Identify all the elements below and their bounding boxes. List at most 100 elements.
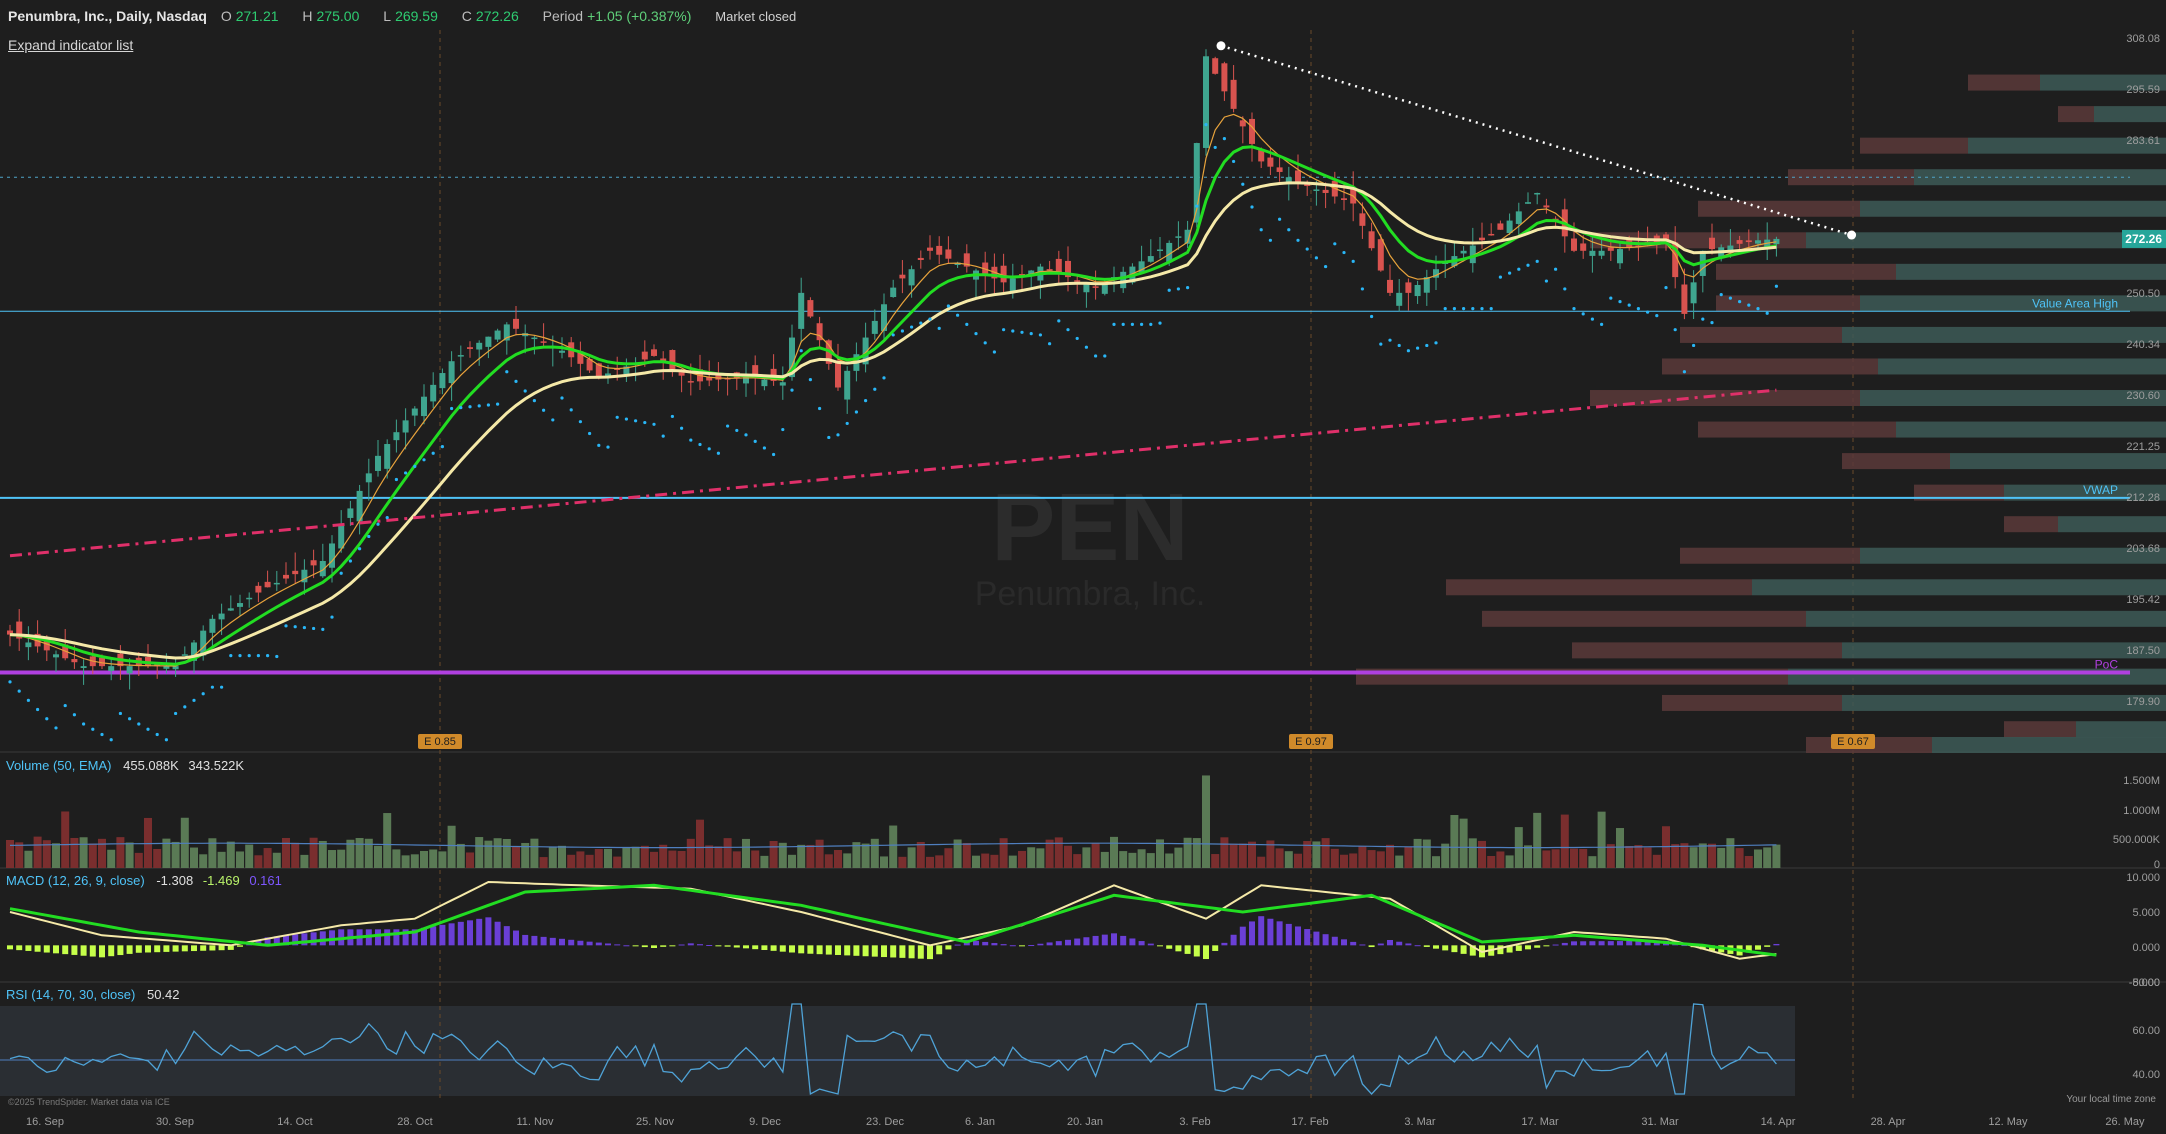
candle-body	[881, 304, 887, 331]
macd-panel-label: MACD (12, 26, 9, close) -1.308 -1.469 0.…	[6, 873, 282, 888]
volume-profile-buy-bar	[2004, 484, 2166, 501]
psar-dot	[1756, 307, 1760, 311]
volume-bar	[374, 845, 382, 868]
macd-histogram-bar	[1368, 945, 1375, 948]
expand-indicator-list-link[interactable]: Expand indicator list	[8, 37, 134, 53]
psar-dot	[689, 438, 693, 442]
psar-dot	[404, 471, 408, 475]
candle-body	[743, 376, 749, 384]
psar-dot	[468, 405, 472, 409]
macd-line	[9, 880, 1777, 960]
x-axis-tick: 28. Oct	[397, 1116, 432, 1128]
volume-indicator-name[interactable]: Volume (50, EMA)	[6, 758, 112, 773]
macd-histogram-bar	[660, 945, 667, 947]
macd-histogram-bar	[632, 945, 639, 947]
volume-bar	[1588, 856, 1597, 868]
macd-histogram-bar	[1000, 944, 1007, 946]
candle-body	[577, 351, 584, 364]
psar-dot	[229, 654, 233, 658]
candle-body	[421, 396, 427, 417]
volume-bar	[530, 838, 539, 868]
macd-histogram-bar	[1773, 943, 1780, 946]
macd-histogram-bar	[1322, 934, 1329, 946]
price-axis-tick: 240.34	[2126, 339, 2160, 351]
psar-dot	[109, 738, 113, 742]
psar-dot	[1213, 145, 1217, 150]
volume-bar	[972, 855, 980, 868]
x-axis-tick: 14. Oct	[277, 1116, 312, 1128]
volume-bar	[70, 837, 79, 868]
macd-histogram-bar	[761, 945, 768, 950]
candle-body	[1672, 242, 1679, 278]
volume-bar	[677, 851, 686, 868]
volume-profile-sell-bar	[1698, 200, 1860, 217]
macd-histogram-bar	[467, 920, 473, 946]
x-axis-tick: 3. Mar	[1404, 1116, 1436, 1128]
candle-body	[1138, 261, 1145, 273]
candle-body	[1663, 234, 1669, 241]
psar-dot	[45, 717, 49, 721]
volume-bar	[263, 848, 272, 868]
timezone-note[interactable]: Your local time zone	[2066, 1094, 2156, 1105]
psar-dot	[1471, 307, 1475, 311]
psar-dot	[965, 322, 969, 327]
volume-bar	[1735, 848, 1744, 868]
volume-bar	[1754, 849, 1762, 868]
candle-body	[651, 349, 657, 356]
psar-dot	[726, 424, 730, 428]
volume-bar	[723, 838, 732, 868]
macd-histogram-bar	[835, 945, 841, 955]
psar-dot	[1563, 287, 1567, 291]
volume-bar	[567, 854, 576, 868]
macd-histogram-bar	[1267, 918, 1274, 946]
macd-histogram-bar	[1074, 938, 1081, 946]
trendline-anchor	[1847, 230, 1857, 240]
macd-histogram-bar	[329, 930, 335, 946]
macd-histogram-bar	[1635, 940, 1642, 946]
psar-dot	[192, 698, 196, 702]
candle-body	[1709, 237, 1715, 250]
volume-bar	[1091, 843, 1100, 868]
macd-histogram-bar	[181, 945, 188, 952]
psar-dot	[1186, 286, 1190, 290]
candle-body	[384, 444, 391, 469]
candle-body	[25, 642, 32, 648]
volume-bar	[61, 811, 70, 868]
volume-bar	[1763, 847, 1772, 868]
psar-dot	[1296, 238, 1300, 242]
candle-body	[669, 350, 676, 370]
psar-dot	[1443, 307, 1447, 311]
x-axis-tick: 6. Jan	[965, 1116, 995, 1128]
macd-indicator-name[interactable]: MACD (12, 26, 9, close)	[6, 873, 145, 888]
volume-bar	[1376, 851, 1385, 868]
macd-histogram-bar	[1276, 921, 1283, 946]
x-axis-tick: 17. Mar	[1521, 1116, 1559, 1128]
psar-dot	[1259, 228, 1263, 232]
psar-dot	[1158, 321, 1162, 325]
last-price-box	[2122, 229, 2166, 248]
candle-body	[1598, 250, 1605, 256]
psar-dot	[698, 442, 702, 447]
x-axis-tick: 17. Feb	[1291, 1116, 1328, 1128]
volume-bar	[190, 847, 198, 868]
macd-histogram-bar	[411, 929, 418, 946]
candle-body	[494, 330, 501, 340]
candle-body	[1276, 167, 1283, 172]
volume-bar	[466, 852, 474, 868]
volume-bar	[438, 851, 447, 868]
candle-body	[1736, 240, 1743, 244]
volume-bar	[705, 845, 714, 868]
psar-dot	[1554, 267, 1558, 271]
ema-mid-line	[9, 145, 1777, 666]
macd-histogram-bar	[724, 945, 731, 947]
volume-bar	[291, 842, 300, 868]
volume-bar	[696, 819, 704, 868]
rsi-indicator-name[interactable]: RSI (14, 70, 30, close)	[6, 987, 136, 1002]
candle-body	[356, 490, 363, 522]
psar-dot	[496, 402, 500, 406]
psar-dot	[8, 680, 12, 684]
candle-body	[1258, 149, 1265, 162]
macd-histogram-bar	[283, 935, 289, 946]
volume-bar	[420, 851, 428, 868]
